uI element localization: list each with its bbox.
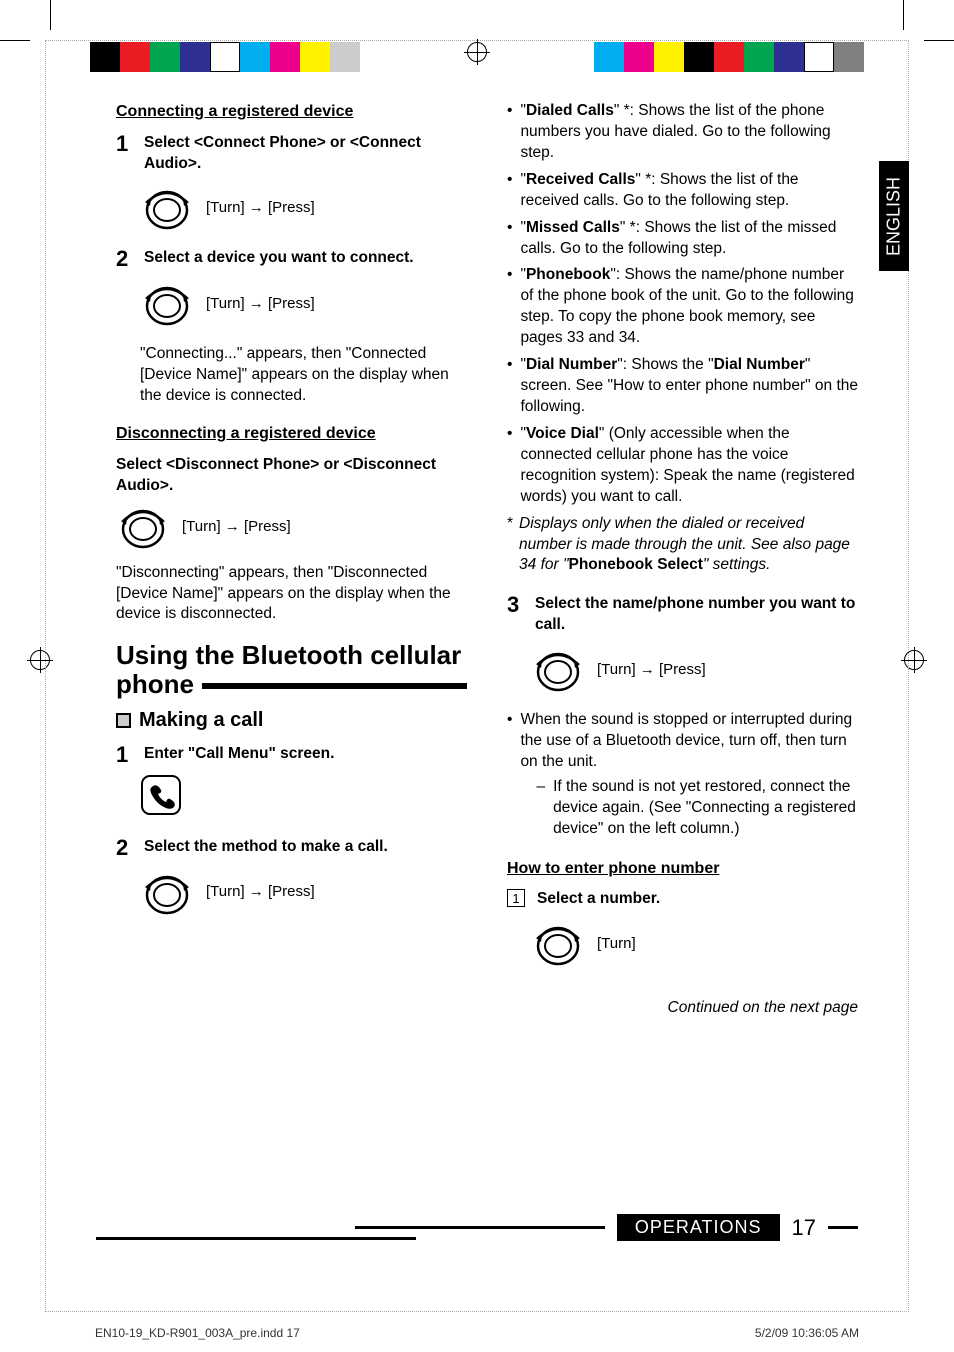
list-item: When the sound is stopped or interrupted… xyxy=(507,710,858,840)
print-file: EN10-19_KD-R901_003A_pre.indd 17 xyxy=(95,1326,300,1340)
turn-press-label: [Turn] → [Press] xyxy=(206,198,315,218)
step-number: 1 xyxy=(116,744,134,766)
knob-icon xyxy=(531,646,585,694)
step-number: 2 xyxy=(116,837,134,859)
knob-action: [Turn] → [Press] xyxy=(140,869,467,917)
language-tab: ENGLISH xyxy=(879,161,909,271)
heading-rule xyxy=(202,683,467,689)
step-title: Select a number. xyxy=(537,889,660,910)
call-method-list: "Dialed Calls" *: Shows the list of the … xyxy=(507,101,858,508)
turn-press-label: [Turn] → [Press] xyxy=(206,294,315,314)
subheading-making-call: Making a call xyxy=(116,707,467,734)
page-frame: ENGLISH Connecting a registered device 1… xyxy=(45,40,909,1312)
phone-icon xyxy=(140,774,182,816)
print-footer: EN10-19_KD-R901_003A_pre.indd 17 5/2/09 … xyxy=(95,1326,859,1340)
note-list: When the sound is stopped or interrupted… xyxy=(507,710,858,840)
section-label: OPERATIONS xyxy=(617,1214,780,1241)
step-number: 2 xyxy=(116,248,134,270)
step-title: Enter "Call Menu" screen. xyxy=(144,744,467,765)
list-item: "Received Calls" *: Shows the list of th… xyxy=(507,170,858,212)
bt-title-line2: phone xyxy=(116,670,194,699)
step-title: Select the name/phone number you want to… xyxy=(535,594,858,636)
knob-icon xyxy=(116,503,170,551)
turn-press-label: [Turn] → [Press] xyxy=(206,882,315,902)
step-number: 1 xyxy=(116,133,134,175)
continued-label: Continued on the next page xyxy=(507,998,858,1019)
knob-icon xyxy=(140,184,194,232)
right-column: "Dialed Calls" *: Shows the list of the … xyxy=(507,101,858,1019)
footnote: * Displays only when the dialed or recei… xyxy=(507,514,858,577)
knob-action: [Turn] xyxy=(531,920,858,968)
bt-title-line1: Using the Bluetooth cellular xyxy=(116,641,467,670)
list-item: "Phonebook": Shows the name/phone number… xyxy=(507,265,858,349)
list-item: "Missed Calls" *: Shows the list of the … xyxy=(507,218,858,260)
step-title: Select the method to make a call. xyxy=(144,837,467,858)
step-3-call: 3 Select the name/phone number you want … xyxy=(507,594,858,636)
step-number: 3 xyxy=(507,594,525,636)
content-columns: Connecting a registered device 1 Select … xyxy=(116,101,858,1019)
knob-action: [Turn] → [Press] xyxy=(116,503,467,551)
list-item: "Dialed Calls" *: Shows the list of the … xyxy=(507,101,858,164)
step-title: Select a device you want to connect. xyxy=(144,248,467,269)
knob-icon xyxy=(531,920,585,968)
knob-icon xyxy=(140,869,194,917)
knob-icon xyxy=(140,280,194,328)
heading-enter-number: How to enter phone number xyxy=(507,858,858,880)
heading-disconnecting: Disconnecting a registered device xyxy=(116,423,467,445)
heading-bluetooth-phone: Using the Bluetooth cellular phone xyxy=(116,641,467,698)
print-date: 5/2/09 10:36:05 AM xyxy=(755,1326,859,1340)
heading-connecting: Connecting a registered device xyxy=(116,101,467,123)
step-1-connect: 1 Select <Connect Phone> or <Connect Aud… xyxy=(116,133,467,175)
footer-bar: OPERATIONS 17 xyxy=(355,1214,858,1241)
list-item: "Voice Dial" (Only accessible when the c… xyxy=(507,424,858,508)
subheading-label: Making a call xyxy=(139,707,264,734)
step-1-call: 1 Enter "Call Menu" screen. xyxy=(116,744,467,766)
footer-rule xyxy=(355,1226,605,1229)
turn-press-label: [Turn] → [Press] xyxy=(597,660,706,680)
step-title: Select <Connect Phone> or <Connect Audio… xyxy=(144,133,467,175)
knob-action: [Turn] → [Press] xyxy=(531,646,858,694)
phone-button-row xyxy=(140,774,467,823)
left-column: Connecting a registered device 1 Select … xyxy=(116,101,467,1019)
boxed-number: 1 xyxy=(507,889,525,907)
footer-rule xyxy=(828,1226,858,1229)
dash-item: If the sound is not yet restored, connec… xyxy=(536,777,858,840)
disconnecting-paragraph: "Disconnecting" appears, then "Disconnec… xyxy=(116,563,467,626)
subheading-box-icon xyxy=(116,713,131,728)
note-text: When the sound is stopped or interrupted… xyxy=(520,711,852,770)
step-2-connect: 2 Select a device you want to connect. xyxy=(116,248,467,270)
turn-label: [Turn] xyxy=(597,934,636,954)
disconnect-subtitle: Select <Disconnect Phone> or <Disconnect… xyxy=(116,455,467,497)
knob-action: [Turn] → [Press] xyxy=(140,184,467,232)
boxed-step-1: 1 Select a number. xyxy=(507,889,858,910)
step-2-call: 2 Select the method to make a call. xyxy=(116,837,467,859)
list-item: "Dial Number": Shows the "Dial Number" s… xyxy=(507,355,858,418)
page-number: 17 xyxy=(792,1215,816,1241)
knob-action: [Turn] → [Press] xyxy=(140,280,467,328)
turn-press-label: [Turn] → [Press] xyxy=(182,517,291,537)
connecting-paragraph: "Connecting..." appears, then "Connected… xyxy=(140,344,467,407)
